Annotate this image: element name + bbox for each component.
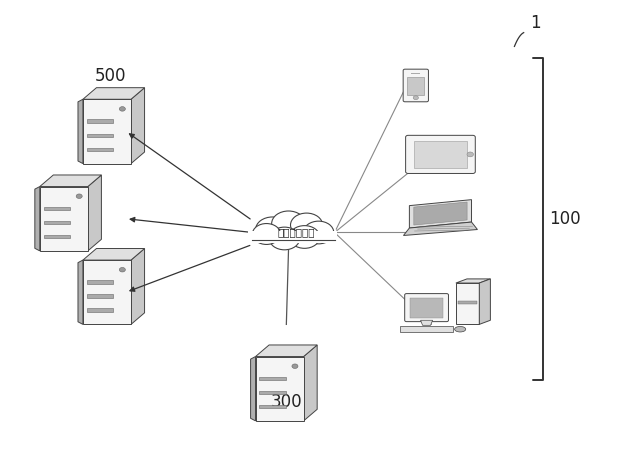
Circle shape — [76, 194, 82, 199]
Bar — [86, 294, 113, 298]
Polygon shape — [131, 88, 144, 164]
FancyBboxPatch shape — [406, 135, 475, 173]
Polygon shape — [256, 345, 317, 357]
Polygon shape — [83, 88, 144, 99]
Bar — [414, 141, 467, 168]
Text: ネットワーク: ネットワーク — [278, 227, 315, 237]
Polygon shape — [420, 320, 432, 326]
Bar — [86, 133, 113, 137]
Polygon shape — [456, 279, 490, 283]
Polygon shape — [404, 222, 478, 235]
Bar — [407, 77, 424, 95]
Polygon shape — [88, 175, 101, 251]
Polygon shape — [251, 357, 256, 421]
Polygon shape — [83, 248, 144, 260]
Polygon shape — [83, 260, 131, 325]
Polygon shape — [131, 248, 144, 325]
Circle shape — [269, 227, 300, 250]
Circle shape — [292, 364, 298, 368]
Bar — [86, 308, 113, 312]
Polygon shape — [414, 202, 467, 225]
Bar — [86, 120, 113, 123]
Text: 1: 1 — [530, 14, 541, 32]
Polygon shape — [480, 279, 490, 325]
Circle shape — [413, 96, 419, 100]
Text: 100: 100 — [549, 210, 580, 228]
Bar — [44, 221, 70, 224]
Circle shape — [289, 226, 320, 248]
Circle shape — [253, 224, 281, 245]
Circle shape — [290, 213, 323, 237]
Circle shape — [119, 267, 126, 272]
Polygon shape — [78, 260, 83, 325]
Bar — [401, 326, 453, 332]
Polygon shape — [83, 99, 131, 164]
Bar — [86, 280, 113, 284]
Bar — [259, 377, 286, 380]
Bar — [44, 235, 70, 239]
Circle shape — [256, 217, 289, 242]
Bar — [458, 301, 477, 304]
Polygon shape — [78, 99, 83, 164]
Circle shape — [272, 211, 305, 236]
Bar — [86, 148, 113, 151]
Polygon shape — [409, 199, 471, 228]
Bar — [259, 391, 286, 394]
Polygon shape — [304, 345, 317, 421]
Polygon shape — [35, 186, 40, 251]
FancyBboxPatch shape — [403, 69, 429, 102]
Circle shape — [467, 152, 473, 157]
Text: 500: 500 — [95, 67, 127, 85]
Ellipse shape — [455, 326, 466, 332]
Polygon shape — [256, 357, 304, 421]
Ellipse shape — [248, 216, 337, 249]
Text: 300: 300 — [271, 393, 302, 411]
Circle shape — [119, 106, 126, 111]
Polygon shape — [456, 283, 480, 325]
Bar — [259, 405, 286, 408]
Circle shape — [304, 221, 334, 244]
Polygon shape — [40, 175, 101, 186]
Bar — [44, 206, 70, 210]
FancyBboxPatch shape — [405, 293, 448, 322]
Polygon shape — [40, 186, 88, 251]
Bar — [248, 231, 337, 243]
Bar — [410, 298, 443, 318]
